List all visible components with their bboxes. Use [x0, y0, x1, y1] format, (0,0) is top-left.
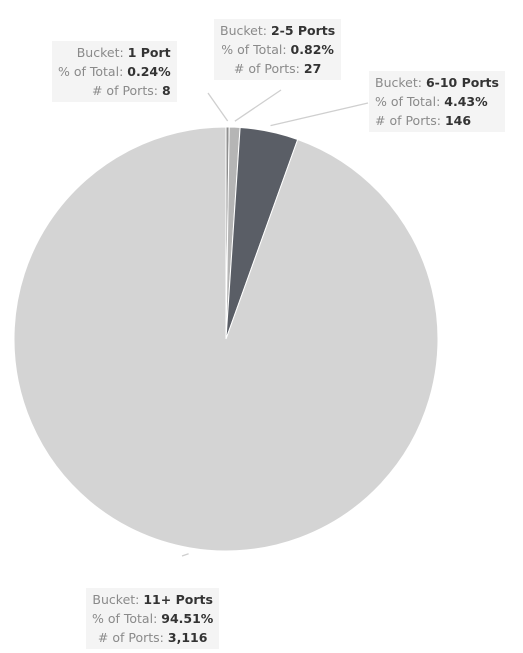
bucket-line: Bucket: 1 Port: [76, 45, 171, 60]
slice-label-6-10-ports: Bucket: 6-10 Ports % of Total: 4.43% # o…: [369, 71, 505, 132]
bucket-value: 11+ Ports: [143, 592, 213, 607]
count-value: 146: [444, 113, 472, 128]
count-value: 8: [161, 83, 171, 98]
slice-1-port-leader-line: [207, 92, 229, 122]
pct-line: % of Total: 4.43%: [375, 94, 488, 109]
count-line: # of Ports: 27: [233, 61, 322, 76]
bucket-value: 2-5 Ports: [270, 23, 336, 38]
slice-label-11-plus-ports: Bucket: 11+ Ports % of Total: 94.51% # o…: [86, 588, 220, 649]
pct-line: % of Total: 94.51%: [92, 611, 214, 626]
slice-6-10-ports-leader-line: [270, 102, 369, 127]
bucket-line: Bucket: 11+ Ports: [92, 592, 213, 607]
count-value: 27: [303, 61, 322, 76]
pct-line: % of Total: 0.24%: [58, 64, 171, 79]
slice-11-plus-ports-leader-line: [181, 553, 189, 557]
bucket-line: Bucket: 2-5 Ports: [220, 23, 336, 38]
count-line: # of Ports: 3,116: [97, 630, 208, 645]
pct-value: 94.51%: [161, 611, 214, 626]
slice-label-2-5-ports: Bucket: 2-5 Ports % of Total: 0.82% # of…: [214, 19, 342, 80]
count-line: # of Ports: 146: [375, 113, 472, 128]
bucket-value: 1 Port: [127, 45, 171, 60]
count-line: # of Ports: 8: [91, 83, 171, 98]
count-value: 3,116: [167, 630, 208, 645]
pct-value: 4.43%: [444, 94, 488, 109]
pct-value: 0.24%: [127, 64, 171, 79]
slice-2-5-ports-leader-line: [234, 89, 282, 122]
slice-label-1-port: Bucket: 1 Port % of Total: 0.24% # of Po…: [52, 41, 177, 102]
pct-line: % of Total: 0.82%: [221, 42, 334, 57]
bucket-line: Bucket: 6-10 Ports: [375, 75, 499, 90]
pct-value: 0.82%: [290, 42, 334, 57]
bucket-value: 6-10 Ports: [425, 75, 499, 90]
slice-11-plus-ports[interactable]: [13, 126, 439, 552]
